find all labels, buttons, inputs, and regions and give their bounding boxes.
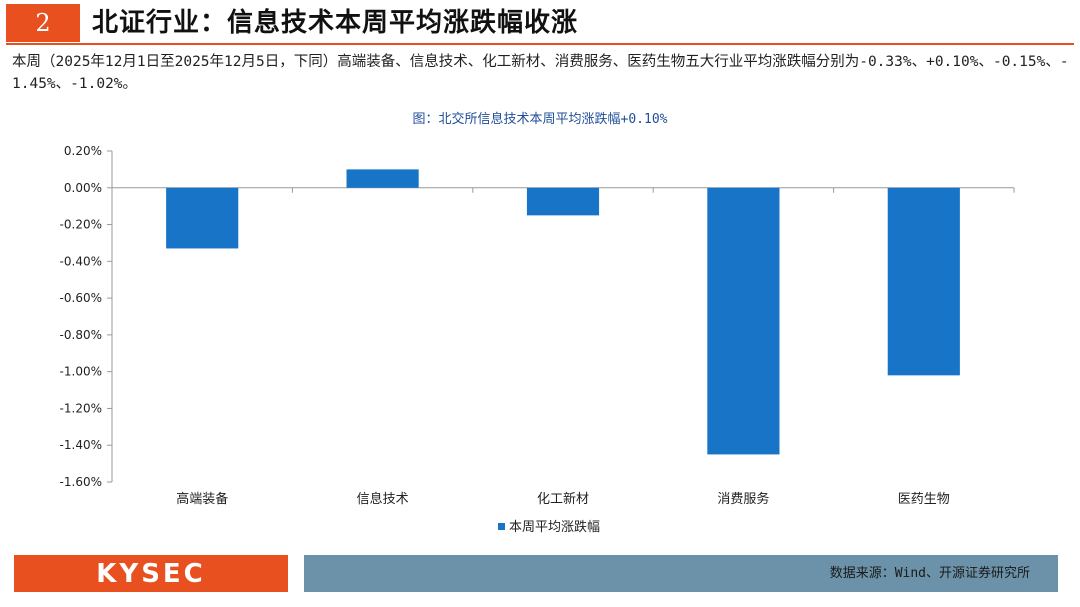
x-category-label: 信息技术 xyxy=(357,491,409,507)
x-category-label: 消费服务 xyxy=(717,491,769,507)
bar xyxy=(707,187,780,455)
bar xyxy=(166,187,239,249)
slide-number: 2 xyxy=(6,4,80,42)
bar-chart: 0.20% 0.00% -0.20% -0.40% -0.60% -0.80% -1.00%… xyxy=(60,144,1015,535)
y-tick-label: -1.20% xyxy=(60,401,102,415)
page-title: 北证行业：信息技术本周平均涨跌幅收涨 xyxy=(92,8,579,38)
brand-logo: KYSEC xyxy=(14,555,288,592)
x-category-label: 高端装备 xyxy=(176,491,228,507)
y-tick-label: -0.60% xyxy=(60,291,102,305)
legend-swatch xyxy=(498,523,505,530)
bar xyxy=(887,187,960,376)
y-tick-label: -0.20% xyxy=(60,218,102,232)
x-category-label: 化工新材 xyxy=(537,491,589,507)
y-tick-label: -1.40% xyxy=(60,438,102,452)
legend-label: 本周平均涨跌幅 xyxy=(509,519,600,535)
y-tick-label: -0.40% xyxy=(60,254,102,268)
footer-bar: 数据来源：Wind、开源证券研究所 xyxy=(304,555,1058,592)
intro-paragraph: 本周（2025年12月1日至2025年12月5日，下同）高端装备、信息技术、化工… xyxy=(12,54,1069,92)
y-tick-label: -0.80% xyxy=(60,328,102,342)
data-source: 数据来源：Wind、开源证券研究所 xyxy=(829,566,1030,581)
bar xyxy=(526,187,600,216)
title-divider xyxy=(6,43,1074,45)
y-tick-label: 0.00% xyxy=(64,181,102,195)
chart-caption: 图：北交所信息技术本周平均涨跌幅+0.10% xyxy=(412,112,668,127)
y-tick-label: -1.60% xyxy=(60,475,102,489)
y-tick-label: -1.00% xyxy=(60,365,102,379)
y-tick-label: 0.20% xyxy=(64,144,102,158)
x-category-label: 医药生物 xyxy=(898,492,950,507)
bar xyxy=(346,169,419,188)
